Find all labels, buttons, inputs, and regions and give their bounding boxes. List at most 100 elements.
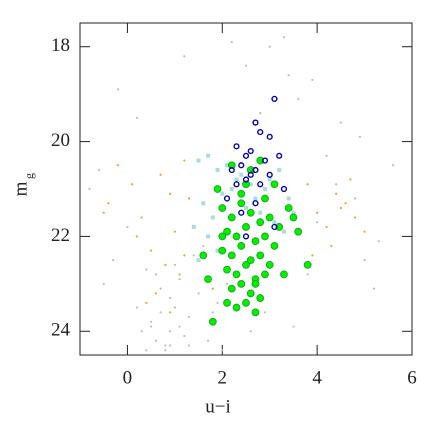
point: [247, 171, 254, 178]
point: [208, 317, 217, 326]
point: [263, 311, 267, 314]
point: [265, 213, 274, 222]
point: [261, 194, 269, 203]
point: [286, 196, 291, 201]
point: [234, 177, 239, 182]
point: [242, 298, 250, 307]
point: [191, 224, 196, 229]
point: [154, 339, 157, 342]
point: [206, 339, 210, 342]
point: [335, 183, 338, 186]
point: [277, 168, 282, 173]
point: [223, 227, 231, 236]
point: [237, 189, 246, 198]
point: [276, 152, 283, 159]
point: [247, 147, 254, 155]
point: [261, 270, 269, 279]
point: [213, 185, 222, 193]
point: [316, 211, 319, 214]
point: [256, 156, 265, 165]
y-tick-label: 24: [51, 320, 71, 341]
point: [169, 311, 172, 314]
x-tick-label: 2: [218, 367, 228, 388]
point: [291, 210, 296, 215]
point: [169, 330, 172, 333]
y-tick-label: 18: [51, 35, 70, 56]
point: [358, 135, 361, 138]
y-axis-label: m: [10, 181, 31, 196]
point: [183, 334, 186, 338]
point: [242, 176, 250, 183]
point: [253, 196, 258, 201]
point: [372, 287, 376, 290]
point: [135, 235, 139, 238]
point: [140, 330, 143, 333]
point: [271, 95, 278, 102]
point: [102, 282, 105, 285]
point: [306, 273, 309, 276]
point: [265, 260, 274, 269]
point: [221, 349, 224, 352]
point: [164, 349, 167, 352]
point: [257, 128, 264, 136]
point: [270, 180, 279, 189]
point: [223, 195, 231, 202]
point: [135, 306, 139, 309]
point: [218, 204, 227, 212]
x-tick-label: 4: [312, 367, 322, 388]
point: [248, 182, 253, 187]
point: [126, 225, 129, 229]
point: [230, 40, 233, 44]
point: [287, 74, 290, 77]
point: [135, 116, 139, 119]
point: [238, 209, 245, 216]
point: [363, 259, 366, 262]
point: [246, 256, 255, 265]
point: [173, 306, 176, 309]
point: [192, 254, 195, 257]
point: [391, 164, 395, 167]
point: [154, 292, 157, 295]
point: [233, 143, 240, 150]
y-tick-label: 20: [51, 130, 70, 151]
point: [237, 279, 246, 288]
point: [225, 163, 230, 168]
point: [164, 263, 167, 266]
point: [238, 162, 245, 169]
point: [311, 254, 314, 257]
point: [266, 171, 273, 178]
point: [88, 187, 91, 191]
point: [218, 246, 227, 255]
point: [145, 349, 148, 352]
point: [280, 185, 288, 193]
point: [270, 242, 279, 250]
point: [187, 344, 191, 347]
point: [261, 232, 269, 241]
point: [267, 177, 272, 182]
point: [252, 200, 259, 207]
point: [145, 301, 148, 304]
point: [242, 233, 250, 240]
point: [159, 287, 162, 290]
point: [210, 215, 215, 220]
y-axis-label-group: m g: [10, 173, 35, 196]
point: [116, 88, 120, 91]
point: [102, 211, 105, 214]
point: [281, 229, 286, 234]
point: [252, 119, 259, 126]
point: [237, 242, 246, 250]
point: [275, 223, 284, 231]
point: [292, 325, 295, 328]
point: [316, 221, 319, 224]
point: [183, 55, 186, 58]
point: [232, 303, 241, 312]
point: [169, 296, 172, 300]
point: [150, 249, 153, 252]
point: [244, 205, 248, 210]
point: [169, 344, 172, 347]
point: [335, 192, 338, 195]
point: [227, 161, 236, 170]
point: [227, 251, 236, 260]
point: [223, 265, 231, 274]
